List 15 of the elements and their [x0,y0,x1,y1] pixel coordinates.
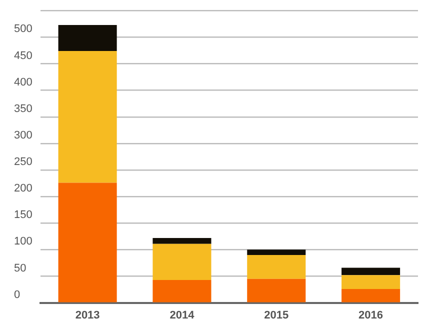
y-tick-label: 0 [14,288,20,301]
y-tick-label: 300 [14,129,32,142]
y-tick-label: 200 [14,182,32,195]
x-tick-label: 2013 [75,309,100,322]
x-tick-label: 2016 [358,309,384,322]
y-tick-label: 100 [14,236,32,248]
x-tick-label: 2014 [170,309,196,322]
y-tick-label: 250 [14,156,32,168]
y-tick-label: 500 [14,23,32,36]
y-tick-label: 150 [14,209,32,222]
x-tick-label: 2015 [264,309,289,322]
y-tick-label: 400 [14,76,32,88]
y-tick-label: 350 [14,102,32,115]
y-tick-label: 450 [14,50,32,62]
y-tick-label: 50 [14,262,26,274]
